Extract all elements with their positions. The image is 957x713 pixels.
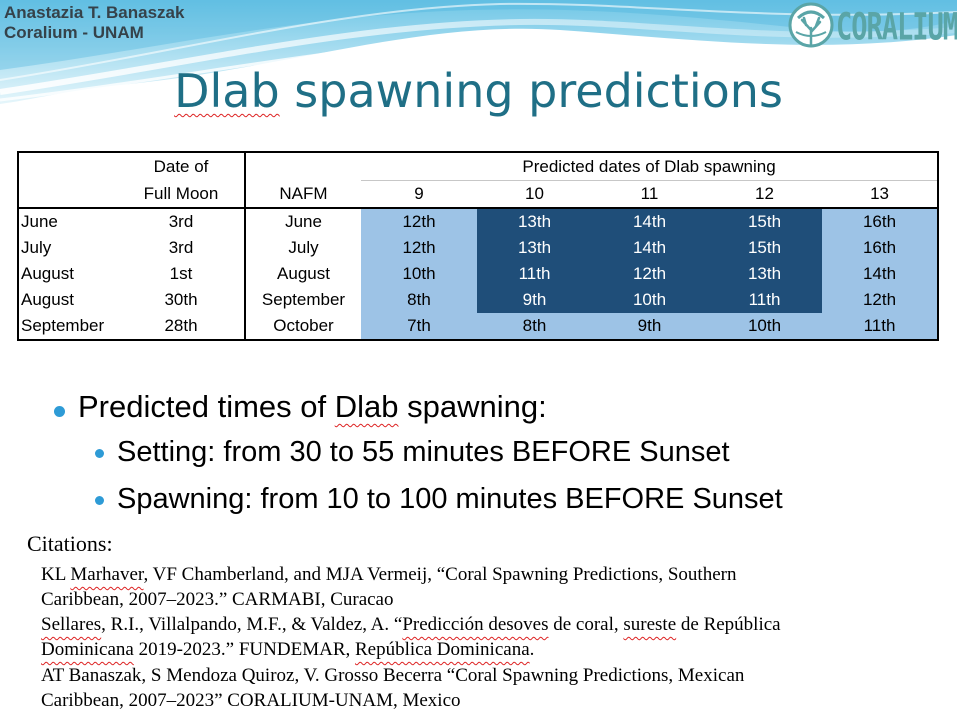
row-month: August <box>21 290 74 309</box>
slide-title: Dlab spawning predictions <box>0 64 957 118</box>
row-full-moon: 3rd <box>118 235 246 261</box>
table-row: July 3rd July 12th 13th 14th 15th 16th <box>18 235 939 261</box>
header-predicted-dates: Predicted dates of Dlab spawning <box>522 156 776 176</box>
table-header-row: Date of Predicted dates of Dlab spawning <box>18 152 938 181</box>
row-nafm: July <box>288 238 319 257</box>
logo-text: CORALIUM <box>836 6 957 50</box>
row-day-cell: 16th <box>822 235 939 261</box>
row-month: July <box>21 238 52 257</box>
row-day-cell: 12th <box>822 287 939 313</box>
citations-heading: Citations: <box>27 531 113 556</box>
row-day-cell: 12th <box>361 235 477 261</box>
row-day-cell: 13th <box>707 261 822 287</box>
header-day: 13 <box>822 180 939 209</box>
citation-line: AT Banaszak, S Mendoza Quiroz, V. Grosso… <box>41 665 745 686</box>
row-nafm: October <box>273 316 334 335</box>
citation-line: Caribbean, 2007–2023.” CARMABI, Curacao <box>41 589 394 610</box>
row-day-cell: 12th <box>361 208 477 235</box>
row-nafm: August <box>277 264 330 283</box>
row-nafm: June <box>285 212 322 231</box>
row-full-moon: 30th <box>118 287 246 313</box>
spawning-prediction-table: Date of Predicted dates of Dlab spawning… <box>17 151 940 341</box>
row-nafm: September <box>261 290 346 309</box>
row-full-moon: 1st <box>118 261 246 287</box>
row-day-cell: 14th <box>822 261 939 287</box>
row-day-cell: 11th <box>822 313 939 340</box>
bullet-word-dlab: Dlab <box>334 389 399 424</box>
author-affiliation: Coralium - UNAM <box>4 23 144 42</box>
table-subheader-row: Full Moon NAFM 9 10 11 12 13 <box>18 180 939 209</box>
header-date-of: Date of <box>118 152 246 181</box>
header-day: 10 <box>477 180 592 209</box>
table-row: August 30th September 8th 9th 10th 11th … <box>18 287 939 313</box>
row-day-cell: 12th <box>592 261 707 287</box>
row-day-cell: 9th <box>477 287 592 313</box>
title-word-dlab: Dlab <box>174 64 280 118</box>
citation-line: Caribbean, 2007–2023” CORALIUM-UNAM, Mex… <box>41 690 461 711</box>
coralium-logo: CORALIUM <box>788 0 957 52</box>
row-day-cell: 13th <box>477 208 592 235</box>
row-day-cell: 14th <box>592 208 707 235</box>
row-day-cell: 11th <box>477 261 592 287</box>
citation-line: KL Marhaver, VF Chamberland, and MJA Ver… <box>41 564 737 585</box>
header-day: 12 <box>707 180 822 209</box>
row-day-cell: 15th <box>707 235 822 261</box>
row-day-cell: 11th <box>707 287 822 313</box>
header-nafm: NAFM <box>245 180 361 209</box>
header-day: 11 <box>592 180 707 209</box>
row-day-cell: 15th <box>707 208 822 235</box>
row-day-cell: 10th <box>707 313 822 340</box>
header-full-moon: Full Moon <box>118 180 246 209</box>
author-name: Anastazia T. Banaszak <box>4 3 185 22</box>
row-day-cell: 16th <box>822 208 939 235</box>
row-day-cell: 14th <box>592 235 707 261</box>
row-day-cell: 10th <box>592 287 707 313</box>
bullet-setting: Setting: from 30 to 55 minutes BEFORE Su… <box>117 436 730 468</box>
header-day: 9 <box>361 180 477 209</box>
coral-logo-icon <box>788 2 834 48</box>
bullet-main: Predicted times of Dlab spawning: <box>78 389 547 424</box>
citation-line: Dominicana 2019-2023.” FUNDEMAR, Repúbli… <box>41 639 535 660</box>
row-day-cell: 7th <box>361 313 477 340</box>
row-month: August <box>21 264 74 283</box>
row-day-cell: 10th <box>361 261 477 287</box>
bullet-dot-icon <box>54 406 65 417</box>
table-row: August 1st August 10th 11th 12th 13th 14… <box>18 261 939 287</box>
table-row: June 3rd June 12th 13th 14th 15th 16th <box>18 208 939 235</box>
bullet-dot-icon <box>95 449 104 458</box>
row-day-cell: 9th <box>592 313 707 340</box>
citation-line: Sellares, R.I., Villalpando, M.F., & Val… <box>41 614 781 635</box>
bullet-spawning: Spawning: from 10 to 100 minutes BEFORE … <box>117 483 783 515</box>
table-row: September 28th October 7th 8th 9th 10th … <box>18 313 939 340</box>
row-month: September <box>21 316 105 335</box>
row-full-moon: 28th <box>118 313 246 340</box>
row-day-cell: 13th <box>477 235 592 261</box>
title-rest: spawning predictions <box>279 64 783 118</box>
row-day-cell: 8th <box>477 313 592 340</box>
row-full-moon: 3rd <box>118 208 246 235</box>
bullet-dot-icon <box>95 496 104 505</box>
row-day-cell: 8th <box>361 287 477 313</box>
row-month: June <box>21 212 58 231</box>
author-block: Anastazia T. Banaszak Coralium - UNAM <box>4 3 184 43</box>
